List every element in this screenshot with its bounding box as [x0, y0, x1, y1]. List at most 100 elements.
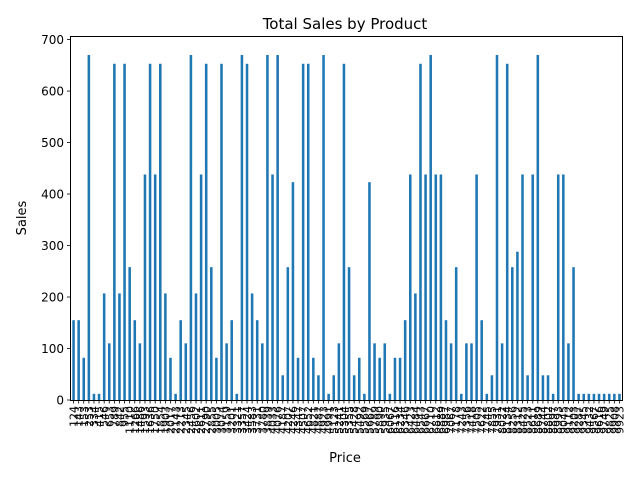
bar: [607, 393, 611, 400]
x-tick-label: 4033: [267, 406, 280, 434]
bar: [521, 174, 524, 400]
x-axis-ticks: 1241431532533344155466537898429551110126…: [68, 400, 626, 434]
bar: [266, 55, 269, 401]
x-tick-label: 4507: [297, 406, 310, 434]
bar: [199, 174, 203, 400]
bar: [113, 63, 116, 401]
bar: [495, 55, 499, 401]
x-tick-label: 7622: [476, 406, 489, 434]
bar: [210, 267, 213, 400]
x-tick-label: 8022: [496, 406, 509, 434]
x-tick-label: 789: [108, 406, 121, 427]
x-tick-label: 546: [98, 406, 111, 427]
x-tick-label: 842: [113, 406, 126, 427]
bar: [138, 343, 142, 400]
x-tick-label: 5667: [363, 406, 376, 434]
bar: [271, 174, 274, 400]
bar: [179, 320, 182, 400]
bar: [470, 343, 473, 400]
bar: [398, 357, 402, 400]
x-tick-label: 415: [93, 406, 106, 427]
x-tick-label: 5355: [343, 406, 356, 434]
bar: [204, 63, 208, 401]
x-tick-label: 2213: [175, 406, 188, 434]
bar: [373, 343, 376, 400]
x-tick-label: 4347: [292, 406, 305, 434]
bar: [613, 393, 616, 400]
x-tick-label: 8689: [532, 406, 545, 434]
bar: [551, 393, 555, 400]
x-tick-label: 1854: [154, 406, 167, 434]
bar: [322, 55, 325, 401]
y-tick-label: 0: [56, 394, 64, 408]
bar: [562, 174, 565, 400]
x-tick-label: 9749: [598, 406, 611, 434]
bar: [582, 393, 586, 400]
x-tick-label: 9203: [568, 406, 581, 434]
x-tick-label: 3780: [256, 406, 269, 434]
x-tick-label: 7931: [491, 406, 504, 434]
x-tick-label: 9045: [557, 406, 570, 434]
x-tick-label: 9567: [588, 406, 601, 434]
x-tick-label: 3074: [216, 406, 229, 434]
x-tick-label: 2855: [205, 406, 218, 434]
x-tick-label: 8523: [522, 406, 535, 434]
x-tick-label: 4076: [272, 406, 285, 434]
x-tick-label: 2017: [164, 406, 177, 434]
y-tick-label: 400: [41, 188, 64, 202]
x-tick-label: 6067: [384, 406, 397, 434]
bar: [454, 267, 458, 400]
x-tick-label: 3731: [251, 406, 264, 434]
x-tick-label: 7243: [455, 406, 468, 434]
bar: [92, 393, 96, 400]
bar: [378, 357, 381, 400]
y-tick-label: 600: [41, 85, 64, 99]
bar: [490, 375, 494, 400]
bar: [434, 174, 438, 400]
bar: [357, 357, 361, 400]
y-tick-label: 200: [41, 291, 64, 305]
bar: [342, 63, 346, 401]
x-tick-label: 3357: [236, 406, 249, 434]
bar: [107, 343, 111, 400]
x-tick-label: 5789: [369, 406, 382, 434]
bar: [439, 174, 443, 400]
bar: [460, 393, 463, 400]
bar: [572, 267, 575, 400]
bar: [419, 63, 422, 401]
x-tick-label: 6667: [420, 406, 433, 434]
bar: [97, 393, 101, 400]
x-tick-label: 1266: [129, 406, 142, 434]
bar: [618, 393, 621, 400]
bar: [424, 174, 427, 400]
y-tick-label: 500: [41, 136, 64, 150]
x-tick-label: 1903: [159, 406, 172, 434]
bar: [235, 393, 239, 400]
bar: [312, 357, 315, 400]
bar: [516, 251, 519, 400]
x-tick-label: 9923: [613, 406, 626, 434]
x-tick-label: 4923: [318, 406, 331, 434]
x-tick-label: 9112: [562, 406, 575, 434]
bar: [587, 393, 591, 400]
x-tick-label: 7067: [445, 406, 458, 434]
x-tick-label: 8425: [517, 406, 530, 434]
bar: [505, 63, 509, 401]
plot-frame: [70, 36, 623, 401]
bar: [597, 393, 601, 400]
bar: [123, 63, 126, 401]
bar: [429, 55, 432, 401]
x-tick-label: 3321: [231, 406, 244, 434]
x-tick-label: 5241: [333, 406, 346, 434]
bar: [189, 55, 193, 401]
bar: [327, 393, 330, 400]
x-tick-label: 6346: [399, 406, 412, 434]
x-tick-label: 334: [88, 406, 101, 427]
bar: [480, 320, 483, 400]
bar: [577, 393, 580, 400]
x-tick-label: 653: [103, 406, 116, 427]
x-tick-label: 5569: [358, 406, 371, 434]
bar: [388, 393, 392, 400]
bar: [215, 357, 218, 400]
chart-title: Total Sales by Product: [262, 15, 428, 33]
